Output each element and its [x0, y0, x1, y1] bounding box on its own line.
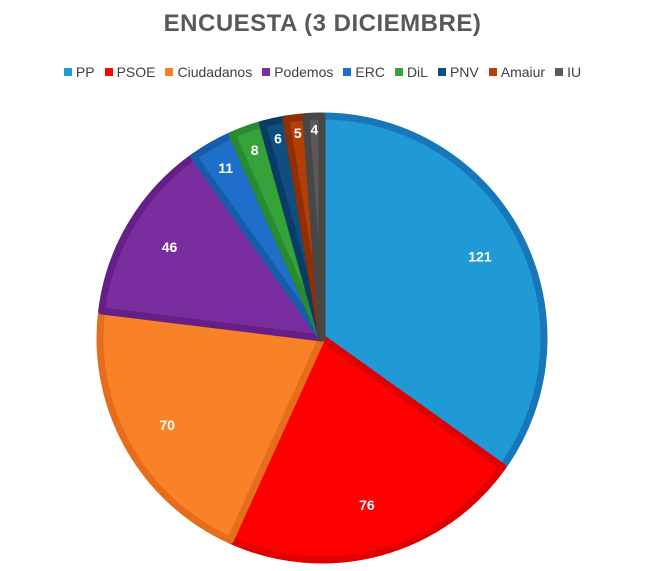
- legend-item-podemos: Podemos: [262, 64, 333, 80]
- data-label-pp: 121: [468, 249, 492, 265]
- legend-swatch: [63, 68, 72, 76]
- pie-slice-ciudadanos: [96, 307, 326, 544]
- data-label-podemos: 46: [162, 239, 178, 255]
- legend-label: PSOE: [116, 64, 156, 80]
- legend-swatch: [437, 68, 446, 76]
- legend-swatch: [165, 68, 174, 76]
- legend-item-amaiur: Amaiur: [488, 64, 546, 80]
- data-label-dil: 8: [251, 142, 259, 158]
- legend-swatch: [488, 68, 497, 76]
- legend-swatch: [555, 68, 564, 76]
- legend-item-psoe: PSOE: [104, 64, 156, 80]
- pie-slice-pp: [318, 112, 548, 471]
- chart-title: ENCUESTA (3 DICIEMBRE): [163, 10, 482, 37]
- pie-slice-podemos: [98, 153, 326, 342]
- legend-label: Podemos: [274, 64, 334, 80]
- data-label-erc: 11: [218, 160, 233, 176]
- legend-label: PP: [75, 64, 95, 80]
- legend-label: IU: [567, 64, 582, 80]
- legend-item-iu: IU: [555, 64, 581, 80]
- data-label-ciudadanos: 70: [159, 417, 175, 433]
- legend-item-erc: ERC: [343, 64, 385, 80]
- legend-item-ciudadanos: Ciudadanos: [165, 64, 252, 80]
- legend-label: Amaiur: [500, 64, 546, 80]
- legend-item-pp: PP: [63, 64, 95, 80]
- legend-label: ERC: [355, 64, 385, 80]
- legend-swatch: [104, 68, 113, 76]
- legend-label: Ciudadanos: [177, 64, 253, 80]
- legend-swatch: [394, 68, 403, 76]
- legend-swatch: [343, 68, 352, 76]
- data-label-amaiur: 5: [294, 125, 302, 141]
- data-label-iu: 4: [311, 121, 319, 137]
- data-label-pnv: 6: [274, 131, 282, 147]
- legend-swatch: [262, 68, 271, 76]
- legend-item-pnv: PNV: [437, 64, 479, 80]
- pie-slice-iu: [302, 112, 326, 342]
- chart-legend: PP PSOE Ciudadanos Podemos ERC DiL PNV Amaiur IU: [0, 64, 645, 80]
- legend-label: DiL: [406, 64, 428, 80]
- legend-item-dil: DiL: [394, 64, 428, 80]
- data-label-psoe: 76: [359, 497, 375, 513]
- legend-label: PNV: [449, 64, 479, 80]
